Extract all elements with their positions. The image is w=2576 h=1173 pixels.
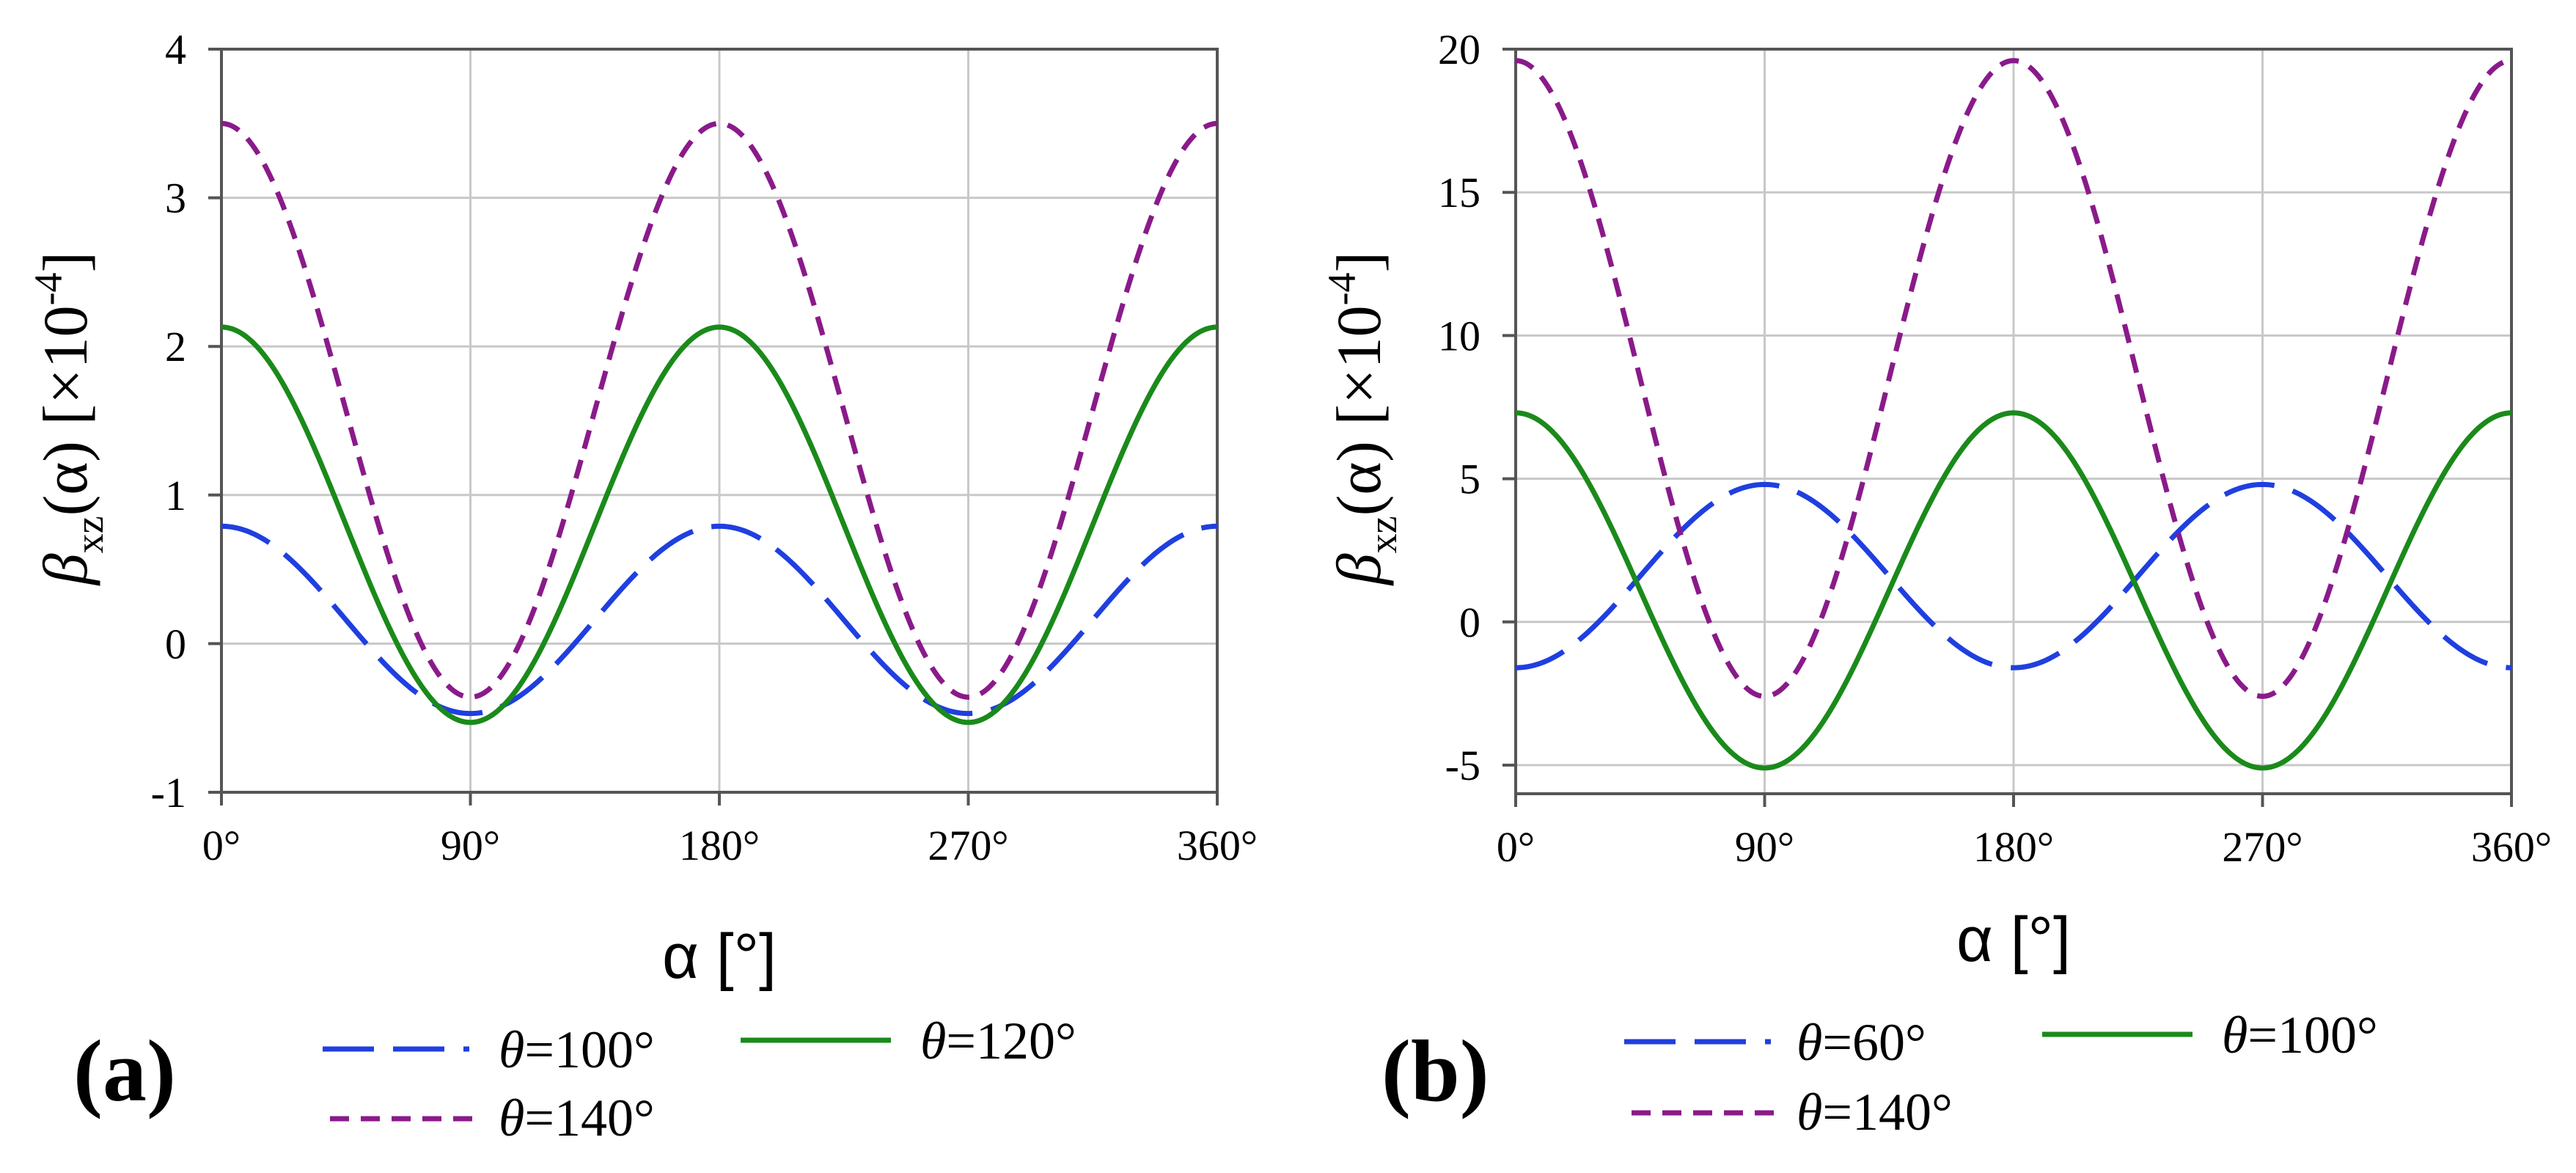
y-axis-exponent: -4: [26, 272, 70, 305]
y-tick-label: 4: [165, 26, 186, 73]
y-axis-exponent: -4: [1320, 272, 1364, 305]
x-tick-label: 180°: [679, 822, 760, 869]
x-tick-label: 0°: [202, 822, 241, 869]
legend-label: θ=100°: [2222, 1006, 2378, 1064]
legend-value: =100°: [524, 1020, 654, 1079]
legend-label: θ=100°: [499, 1020, 655, 1079]
legend-label: θ=140°: [1797, 1083, 1953, 1141]
legend-symbol: θ: [1797, 1083, 1822, 1141]
x-tick-label: 360°: [1177, 822, 1258, 869]
y-tick-label: 5: [1459, 456, 1480, 503]
y-tick-label: -1: [151, 769, 186, 816]
series-line-θ=120°: [221, 324, 1218, 726]
panel-label: (a): [73, 1022, 176, 1119]
legend-label: θ=120°: [920, 1012, 1076, 1070]
chart-panel-1: 0° 90° 180° 270° 360° -5 0 5 10 15 20 βxz(α) [×10-4…: [1320, 26, 2552, 1141]
legend-symbol: θ: [920, 1012, 946, 1070]
x-axis-title: α [°]: [662, 921, 777, 992]
legend: θ=100° θ=120°θ=140°: [323, 1012, 1076, 1147]
y-axis-title: βxz(α) [×10-4]: [1320, 252, 1405, 586]
y-axis-close: ]: [1324, 252, 1394, 273]
legend-symbol: θ: [499, 1020, 524, 1079]
x-tick-label: 180°: [1973, 823, 2054, 871]
x-tick-label: 90°: [1735, 823, 1794, 871]
legend-value: =60°: [1822, 1013, 1926, 1072]
x-tick-label: 90°: [441, 822, 500, 869]
y-tick-label: 0: [165, 620, 186, 668]
legend-label: θ=60°: [1797, 1013, 1926, 1072]
y-axis-arg: (α) [×10: [30, 305, 100, 516]
y-axis-close: ]: [30, 252, 100, 273]
legend-value: =140°: [524, 1089, 654, 1147]
y-tick-label: 0: [1459, 599, 1480, 646]
y-axis-subscript: xz: [1361, 516, 1405, 553]
x-axis-title: α [°]: [1956, 905, 2071, 975]
y-axis-symbol: β: [30, 553, 100, 586]
y-axis-title: βxz(α) [×10-4]: [26, 252, 111, 586]
y-tick-label: 20: [1438, 26, 1480, 73]
chart-panel-0: 0° 90° 180° 270° 360° -1 0 1 2 3 4 βxz(α) [×10-4] α …: [26, 26, 1258, 1147]
legend-symbol: θ: [499, 1089, 524, 1147]
y-tick-label: 10: [1438, 312, 1480, 359]
x-tick-label: 360°: [2471, 823, 2552, 871]
legend-symbol: θ: [1797, 1013, 1822, 1072]
y-tick-label: 2: [165, 323, 186, 370]
y-axis-subscript: xz: [67, 516, 111, 553]
series-line-θ=140°: [1515, 58, 2512, 699]
y-tick-label: -5: [1445, 742, 1480, 789]
legend: θ=60° θ=100°θ=140°: [1624, 1006, 2378, 1141]
y-axis-symbol: β: [1324, 553, 1394, 586]
x-tick-label: 0°: [1497, 823, 1535, 871]
legend-label: θ=140°: [499, 1089, 655, 1147]
legend-value: =140°: [1822, 1083, 1952, 1141]
series-line-θ=100°: [1515, 410, 2512, 771]
y-axis-arg: (α) [×10: [1324, 305, 1394, 516]
series-line-θ=100°: [221, 523, 1218, 717]
series-line-θ=140°: [221, 120, 1218, 700]
y-tick-label: 15: [1438, 169, 1480, 216]
panel-label: (b): [1381, 1022, 1489, 1119]
y-tick-label: 3: [165, 175, 186, 222]
x-tick-label: 270°: [928, 822, 1008, 869]
legend-value: =100°: [2247, 1006, 2377, 1064]
legend-symbol: θ: [2222, 1006, 2247, 1064]
y-tick-label: 1: [165, 472, 186, 519]
x-tick-label: 270°: [2222, 823, 2302, 871]
legend-value: =120°: [946, 1012, 1076, 1070]
